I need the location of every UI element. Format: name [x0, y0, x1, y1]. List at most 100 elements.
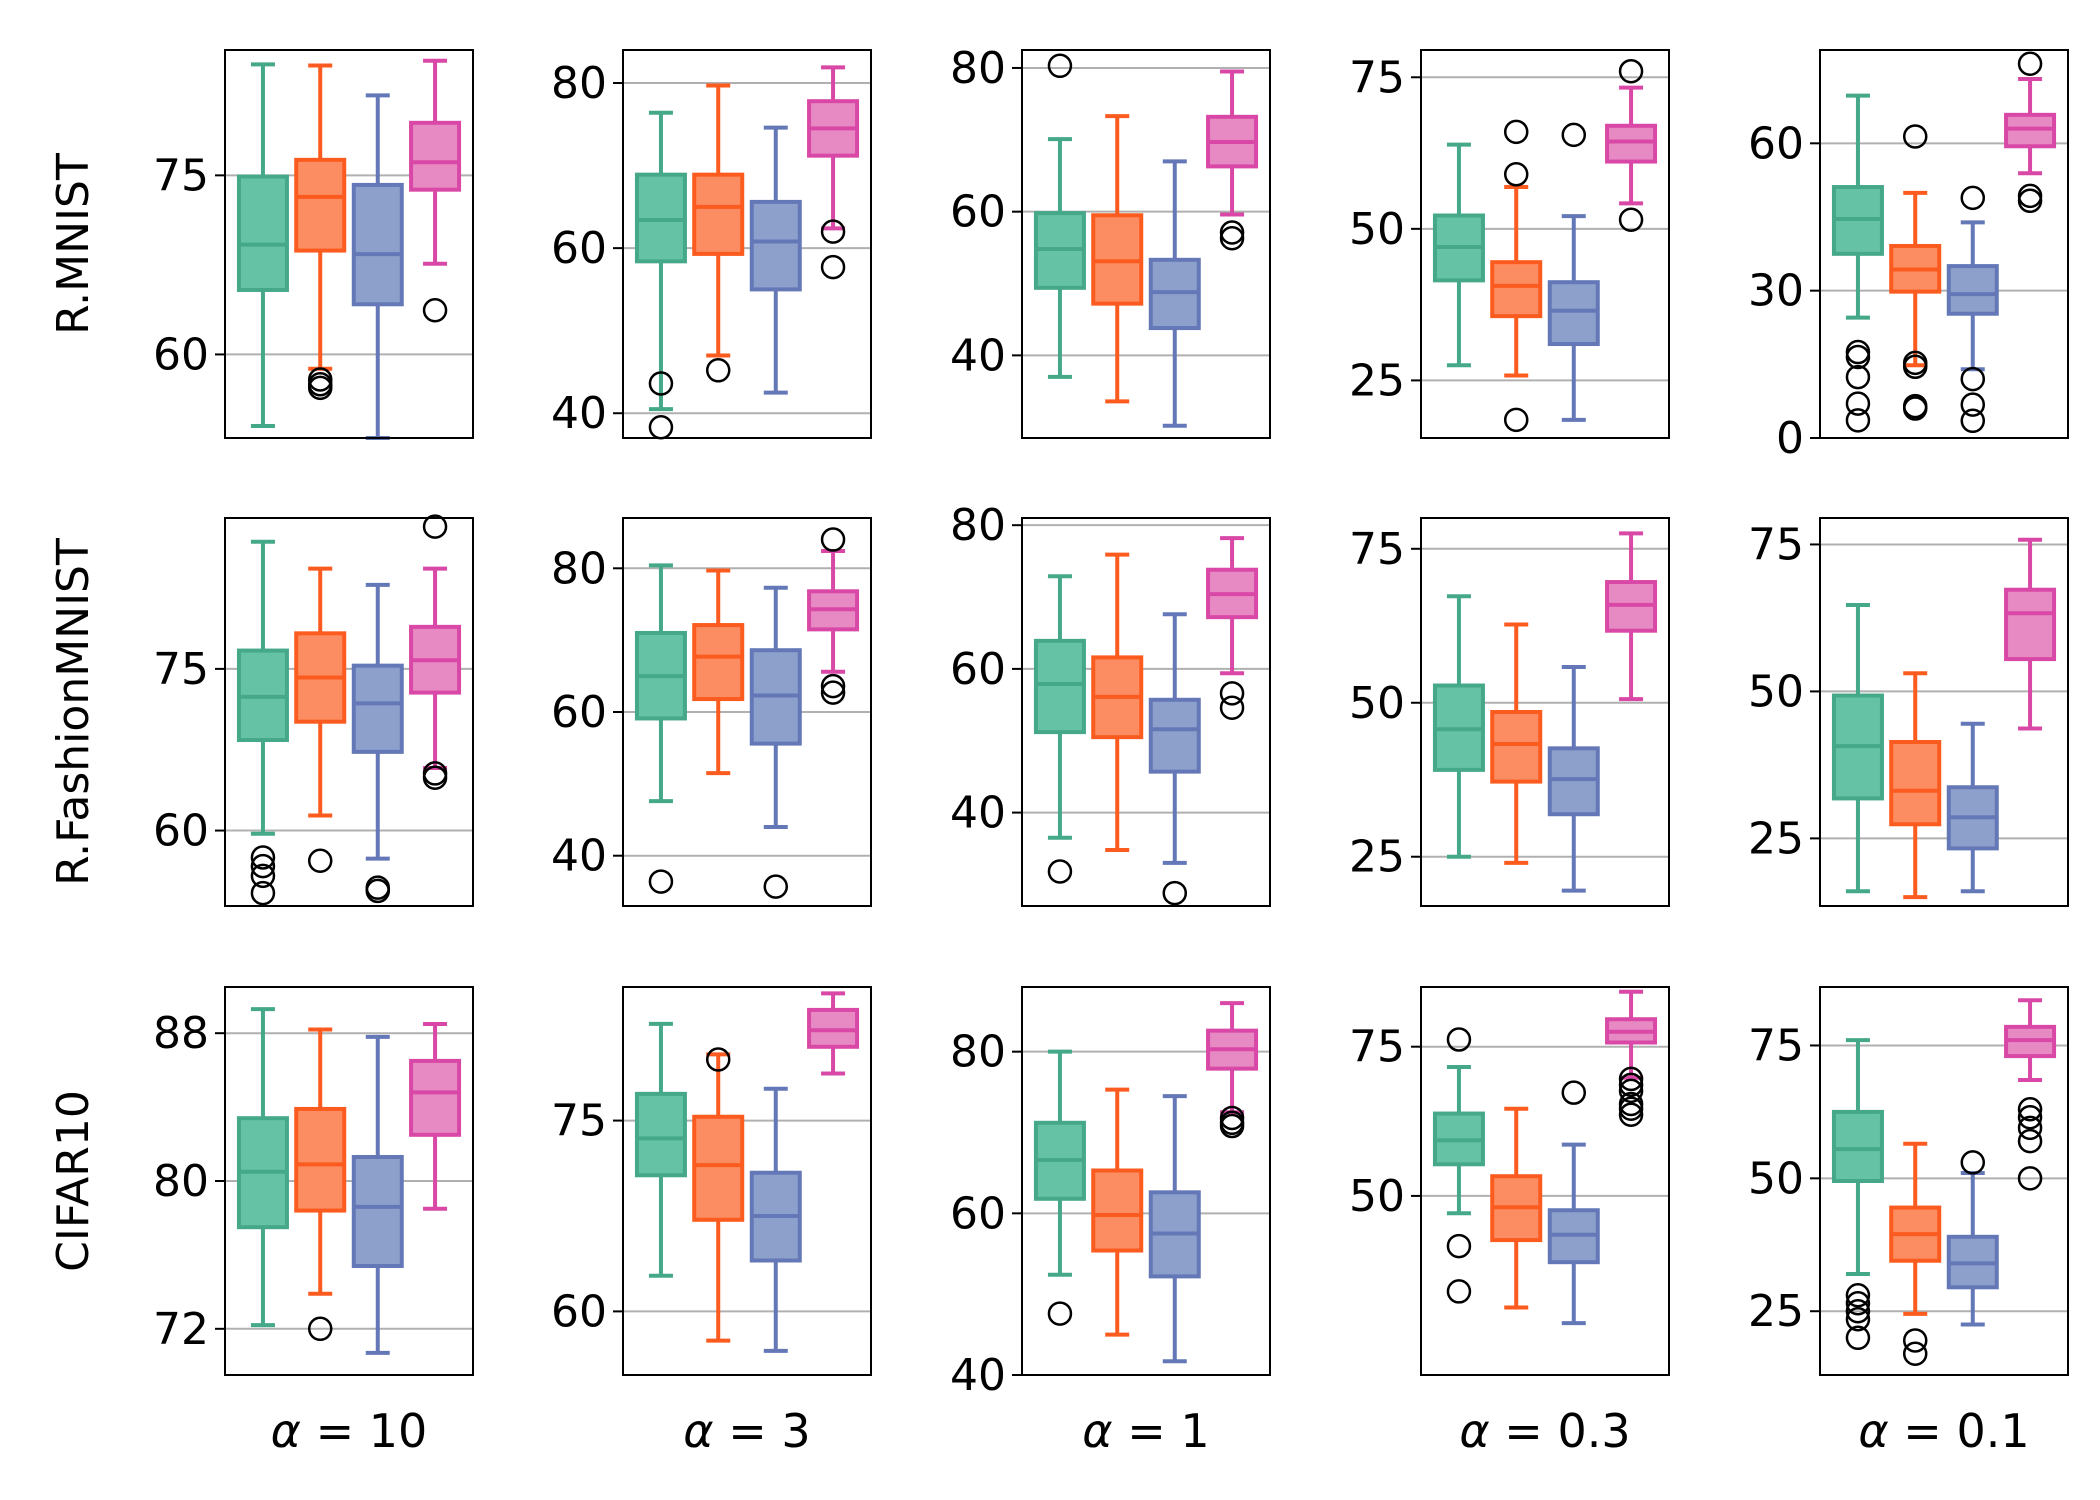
outlier-point — [1561, 122, 1587, 148]
y-tick-label: 40 — [551, 831, 607, 882]
outlier-point — [1503, 119, 1529, 145]
outlier-point — [1618, 1066, 1644, 1092]
outlier-point — [1618, 58, 1644, 84]
panel-r1-c3: 25 50 75 — [1349, 517, 1670, 907]
outlier-point — [307, 1316, 333, 1342]
outlier-point — [2017, 188, 2043, 214]
iqr-box — [2004, 587, 2057, 662]
iqr-box — [1831, 1109, 1884, 1183]
outlier-point — [250, 853, 276, 879]
equals-sign: = — [301, 1404, 369, 1458]
outlier-point — [2017, 1115, 2043, 1141]
box-series-2 — [1091, 552, 1144, 852]
axes-frame — [622, 517, 872, 907]
y-tick-label: 75 — [1349, 52, 1405, 103]
alpha-symbol: α — [1459, 1404, 1489, 1458]
outlier-point — [1960, 1150, 1986, 1175]
y-tick-label: 40 — [950, 330, 1006, 381]
axes-frame — [1819, 986, 2069, 1376]
row-label: CIFAR10 — [48, 1090, 99, 1272]
outlier-point — [422, 514, 448, 539]
box-series-1 — [1432, 1027, 1485, 1304]
box-series-1 — [1033, 1049, 1086, 1326]
iqr-box — [692, 1114, 745, 1222]
y-tick-label: 72 — [153, 1304, 209, 1355]
outlier-point — [1960, 185, 1986, 211]
outlier-point — [422, 298, 448, 323]
outlier-point — [1902, 124, 1928, 149]
outlier-point — [820, 680, 846, 705]
box-series-4 — [1206, 536, 1259, 720]
box-series-1 — [1432, 594, 1485, 859]
iqr-box — [409, 120, 462, 192]
outlier-point — [820, 219, 846, 244]
equals-sign: = — [1889, 1404, 1957, 1458]
box-series-2 — [1889, 671, 1942, 900]
outlier-point — [1219, 226, 1245, 251]
outlier-point — [1618, 1078, 1644, 1104]
outlier-point — [2017, 183, 2043, 209]
iqr-box — [409, 1058, 462, 1137]
box-series-2 — [294, 566, 347, 873]
outlier-point — [1960, 392, 1986, 417]
box-series-2 — [294, 63, 347, 401]
axes-frame — [224, 49, 474, 439]
outlier-point — [1503, 162, 1529, 187]
box-series-2 — [1889, 1141, 1942, 1366]
y-tick-label: 80 — [950, 1027, 1006, 1078]
box-series-3 — [1547, 122, 1600, 422]
y-tick-label: 25 — [1349, 832, 1405, 883]
box-series-3 — [1946, 1150, 1999, 1327]
column-label: α = 3 — [683, 1404, 810, 1458]
column-label: α = 0.1 — [1858, 1404, 2029, 1458]
alpha-value: 3 — [781, 1404, 810, 1458]
panel-r2-c2: 40 60 80 — [950, 986, 1271, 1401]
outlier-point — [1845, 391, 1871, 416]
outlier-point — [1845, 1325, 1871, 1351]
box-series-2 — [692, 1047, 745, 1343]
equals-sign: = — [1113, 1404, 1181, 1458]
y-tick-label: 60 — [551, 223, 607, 274]
outlier-point — [1047, 859, 1073, 884]
equals-sign: = — [1490, 1404, 1558, 1458]
iqr-box — [1148, 697, 1201, 774]
y-tick-label: 80 — [153, 1156, 209, 1207]
box-series-2 — [1091, 114, 1144, 404]
box-series-3 — [351, 93, 404, 440]
outlier-point — [365, 878, 391, 904]
box-series-4 — [1605, 58, 1658, 232]
box-series-1 — [634, 1021, 687, 1278]
y-tick-label: 75 — [1349, 1022, 1405, 1073]
box-series-3 — [1946, 721, 1999, 894]
box-series-3 — [1547, 665, 1600, 893]
iqr-box — [351, 182, 404, 307]
box-series-1 — [1033, 53, 1086, 379]
outlier-point — [422, 765, 448, 790]
box-series-4 — [2004, 51, 2057, 214]
iqr-box — [634, 1091, 687, 1178]
axes-frame — [1819, 49, 2069, 439]
iqr-box — [236, 174, 289, 292]
outlier-point — [648, 869, 674, 894]
iqr-box — [692, 623, 745, 702]
iqr-box — [692, 172, 745, 256]
outlier-point — [648, 415, 674, 440]
box-series-2 — [294, 1027, 347, 1342]
box-series-1 — [236, 539, 289, 906]
box-series-3 — [1547, 1080, 1600, 1326]
y-tick-label: 75 — [1349, 524, 1405, 575]
y-tick-label: 75 — [153, 644, 209, 695]
outlier-point — [648, 371, 674, 396]
iqr-box — [351, 663, 404, 754]
outlier-point — [1446, 1233, 1472, 1259]
panel-r1-c4: 25 50 75 — [1748, 517, 2069, 907]
iqr-box — [1547, 280, 1600, 347]
y-tick-label: 60 — [1748, 118, 1804, 169]
box-series-2 — [1091, 1087, 1144, 1337]
y-tick-label: 75 — [1748, 519, 1804, 570]
box-series-1 — [634, 563, 687, 894]
y-tick-label: 30 — [1748, 266, 1804, 317]
outlier-point — [2017, 51, 2043, 77]
panel-r0-c4: 0 30 60 — [1748, 49, 2069, 464]
alpha-symbol: α — [271, 1404, 301, 1458]
